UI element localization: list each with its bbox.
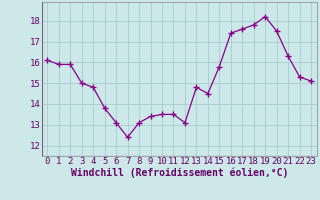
X-axis label: Windchill (Refroidissement éolien,°C): Windchill (Refroidissement éolien,°C) [70, 168, 288, 178]
